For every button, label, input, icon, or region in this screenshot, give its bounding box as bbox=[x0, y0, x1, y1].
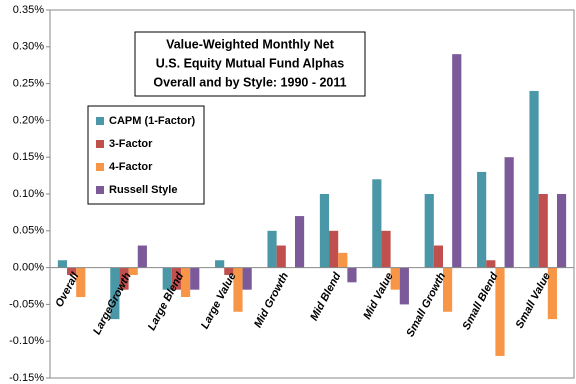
y-tick-label: 0.10% bbox=[13, 188, 44, 200]
bar bbox=[128, 267, 138, 275]
bar bbox=[215, 260, 225, 268]
bar bbox=[57, 260, 68, 268]
bar bbox=[424, 194, 434, 268]
y-tick-label: -0.05% bbox=[9, 298, 44, 310]
y-tick-label: 0.20% bbox=[13, 114, 44, 126]
bar bbox=[529, 90, 539, 268]
bar bbox=[452, 54, 462, 268]
y-tick-label: 0.35% bbox=[13, 4, 44, 16]
bar bbox=[399, 267, 409, 305]
bar bbox=[171, 267, 181, 290]
bar bbox=[390, 267, 400, 290]
y-tick-label: 0.25% bbox=[13, 78, 44, 90]
chart-title: Overall and by Style: 1990 - 2011 bbox=[153, 75, 346, 89]
legend-label: Russell Style bbox=[109, 184, 177, 196]
bar bbox=[319, 194, 330, 268]
chart-title: U.S. Equity Mutual Fund Alphas bbox=[156, 56, 344, 70]
bar bbox=[443, 267, 453, 312]
bar bbox=[338, 252, 348, 268]
bar bbox=[495, 267, 505, 356]
bar bbox=[504, 157, 514, 268]
bar bbox=[110, 267, 120, 320]
legend-swatch bbox=[96, 140, 104, 148]
bar bbox=[137, 245, 147, 268]
y-tick-label: 0.00% bbox=[13, 262, 44, 274]
bar bbox=[372, 179, 382, 268]
bar bbox=[276, 245, 286, 268]
bar bbox=[233, 267, 243, 312]
bar bbox=[67, 267, 77, 275]
bar bbox=[329, 230, 339, 268]
chart-title: Value-Weighted Monthly Net bbox=[166, 37, 335, 51]
legend-label: 3-Factor bbox=[109, 138, 153, 150]
y-tick-label: 0.05% bbox=[13, 225, 44, 237]
y-tick-label: 0.30% bbox=[13, 41, 44, 53]
bar bbox=[538, 194, 548, 268]
legend-swatch bbox=[96, 163, 104, 171]
bar bbox=[162, 267, 172, 290]
legend-label: 4-Factor bbox=[109, 161, 153, 173]
bar bbox=[224, 267, 234, 275]
bar bbox=[433, 245, 443, 268]
bar bbox=[76, 267, 86, 298]
bar bbox=[181, 267, 191, 298]
bar bbox=[547, 267, 557, 320]
bar bbox=[381, 230, 391, 268]
bar bbox=[267, 230, 277, 268]
bar bbox=[347, 267, 357, 283]
bar bbox=[190, 267, 200, 290]
y-tick-label: -0.10% bbox=[9, 335, 44, 347]
y-tick-label: 0.15% bbox=[13, 151, 44, 163]
legend-box bbox=[87, 105, 205, 205]
bar bbox=[486, 260, 496, 268]
legend-swatch bbox=[96, 186, 104, 194]
title-box bbox=[134, 31, 366, 97]
bar bbox=[119, 267, 129, 290]
legend-swatch bbox=[96, 117, 104, 125]
bar bbox=[556, 194, 567, 268]
y-tick-label: -0.15% bbox=[9, 372, 44, 384]
legend-label: CAPM (1-Factor) bbox=[109, 115, 196, 127]
bar bbox=[242, 267, 252, 290]
bar bbox=[294, 216, 305, 268]
bar bbox=[477, 171, 487, 268]
